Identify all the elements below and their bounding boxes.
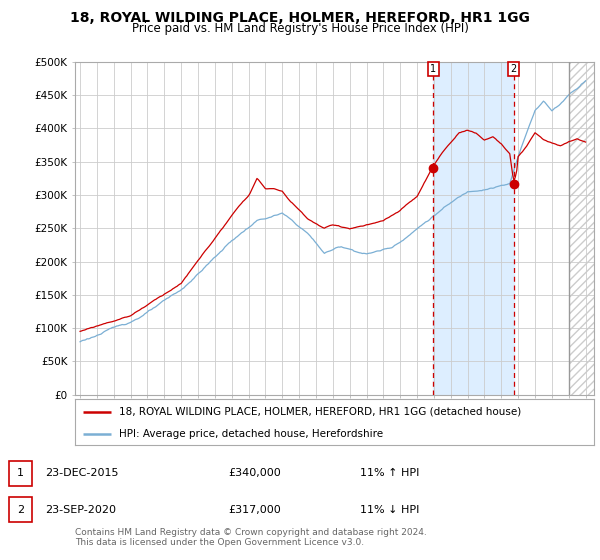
Text: £340,000: £340,000 xyxy=(228,468,281,478)
Text: £317,000: £317,000 xyxy=(228,505,281,515)
Text: 1: 1 xyxy=(430,64,436,74)
Text: Contains HM Land Registry data © Crown copyright and database right 2024.
This d: Contains HM Land Registry data © Crown c… xyxy=(75,528,427,547)
Bar xyxy=(569,62,594,395)
Text: HPI: Average price, detached house, Herefordshire: HPI: Average price, detached house, Here… xyxy=(119,429,383,438)
Text: 23-DEC-2015: 23-DEC-2015 xyxy=(45,468,119,478)
Text: 18, ROYAL WILDING PLACE, HOLMER, HEREFORD, HR1 1GG: 18, ROYAL WILDING PLACE, HOLMER, HEREFOR… xyxy=(70,11,530,25)
Text: 11% ↑ HPI: 11% ↑ HPI xyxy=(360,468,419,478)
Bar xyxy=(433,62,514,395)
Bar xyxy=(569,62,594,395)
Text: 2: 2 xyxy=(17,505,24,515)
Text: 18, ROYAL WILDING PLACE, HOLMER, HEREFORD, HR1 1GG (detached house): 18, ROYAL WILDING PLACE, HOLMER, HEREFOR… xyxy=(119,407,521,417)
Text: 2: 2 xyxy=(511,64,517,74)
Text: Price paid vs. HM Land Registry's House Price Index (HPI): Price paid vs. HM Land Registry's House … xyxy=(131,22,469,35)
Text: 23-SEP-2020: 23-SEP-2020 xyxy=(45,505,116,515)
Text: 1: 1 xyxy=(17,468,24,478)
Text: 11% ↓ HPI: 11% ↓ HPI xyxy=(360,505,419,515)
